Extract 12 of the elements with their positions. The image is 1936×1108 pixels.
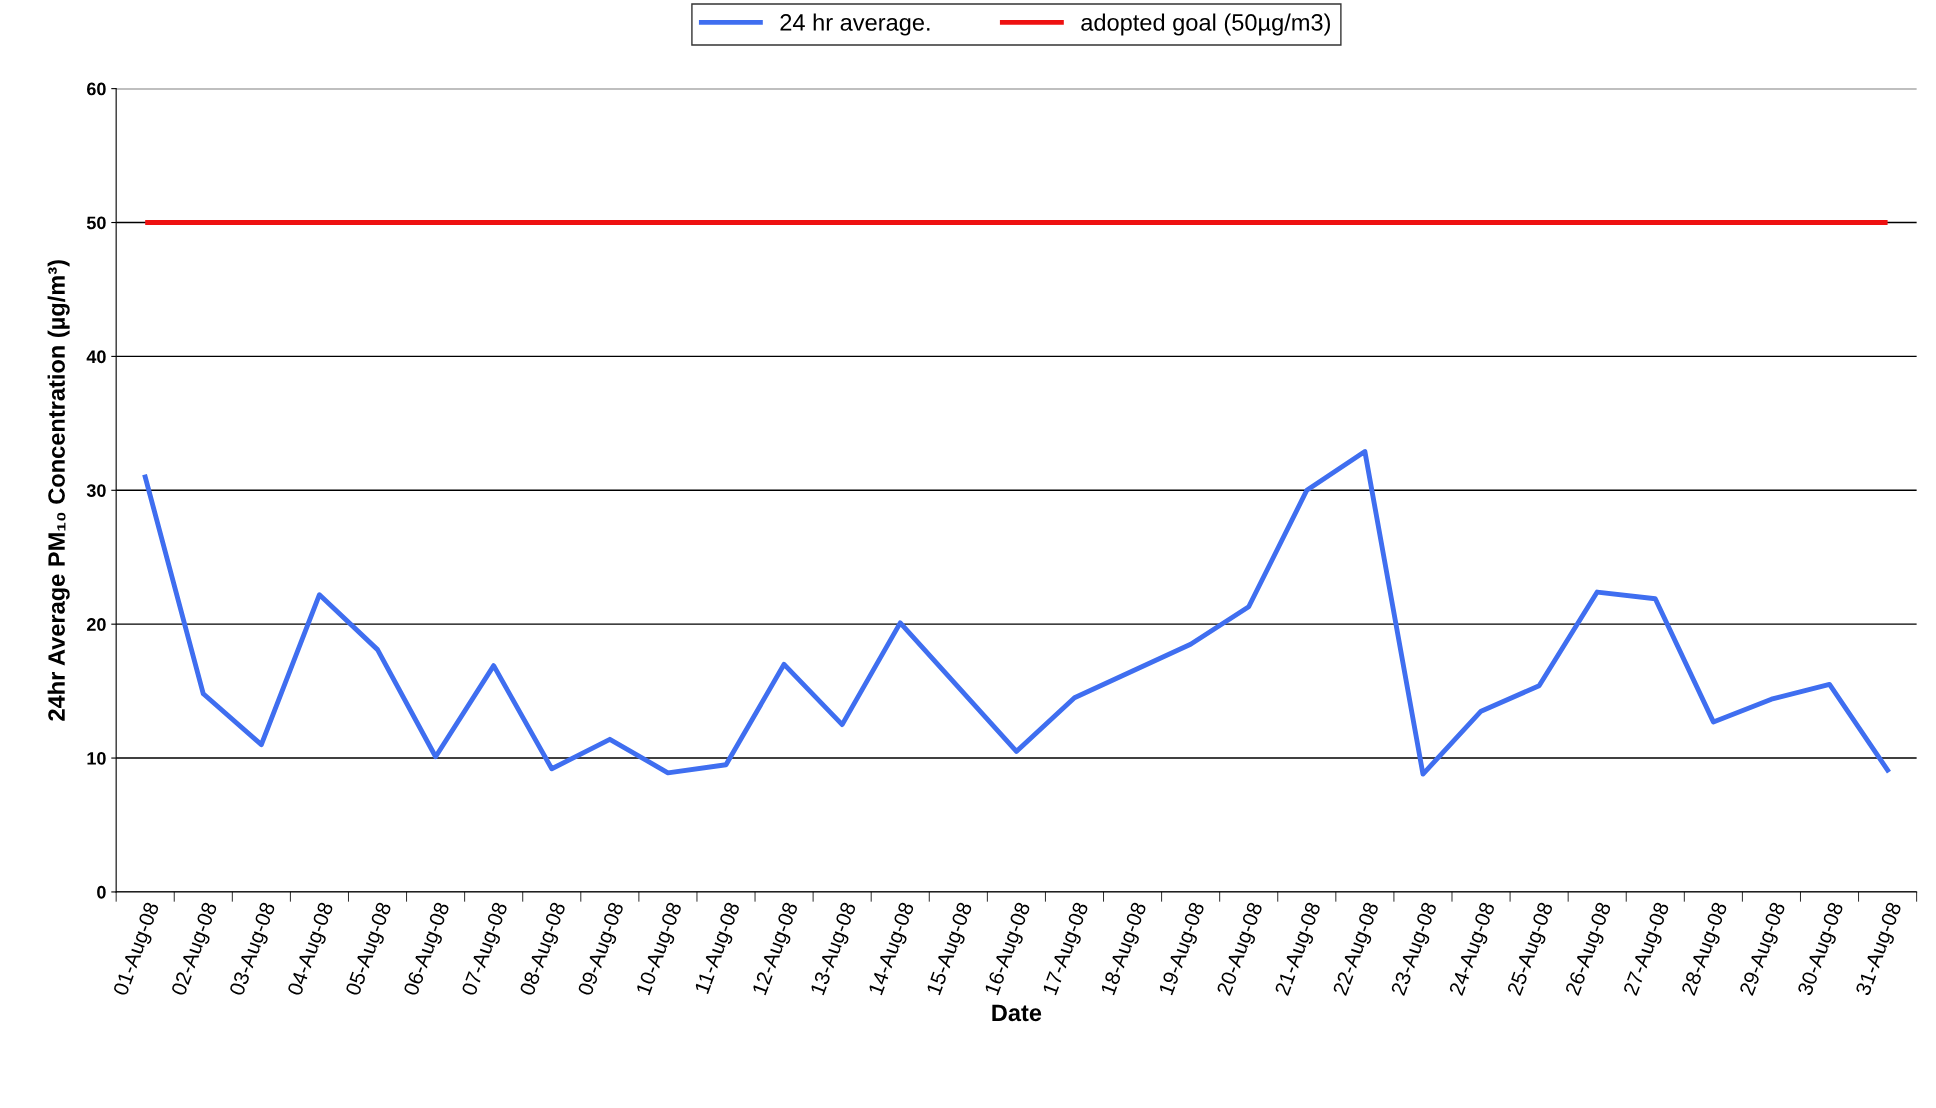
y-tick-label: 60	[87, 82, 106, 96]
y-axis-title: 24hr Average PM₁₀ Concentration (µg/m³)	[47, 260, 70, 721]
y-tick-label: 0	[97, 885, 106, 899]
y-tick-label: 50	[86, 216, 106, 230]
y-tick-label: 40	[86, 350, 106, 364]
legend-label: adopted goal (50µg/m3)	[1081, 13, 1330, 36]
y-tick-label: 10	[87, 751, 106, 765]
legend-label: 24 hr average.	[780, 13, 930, 36]
y-tick-label: 20	[86, 618, 106, 631]
x-axis-title: Date	[992, 1004, 1042, 1022]
y-tick-label: 30	[86, 484, 106, 498]
line-series	[142, 449, 1891, 777]
